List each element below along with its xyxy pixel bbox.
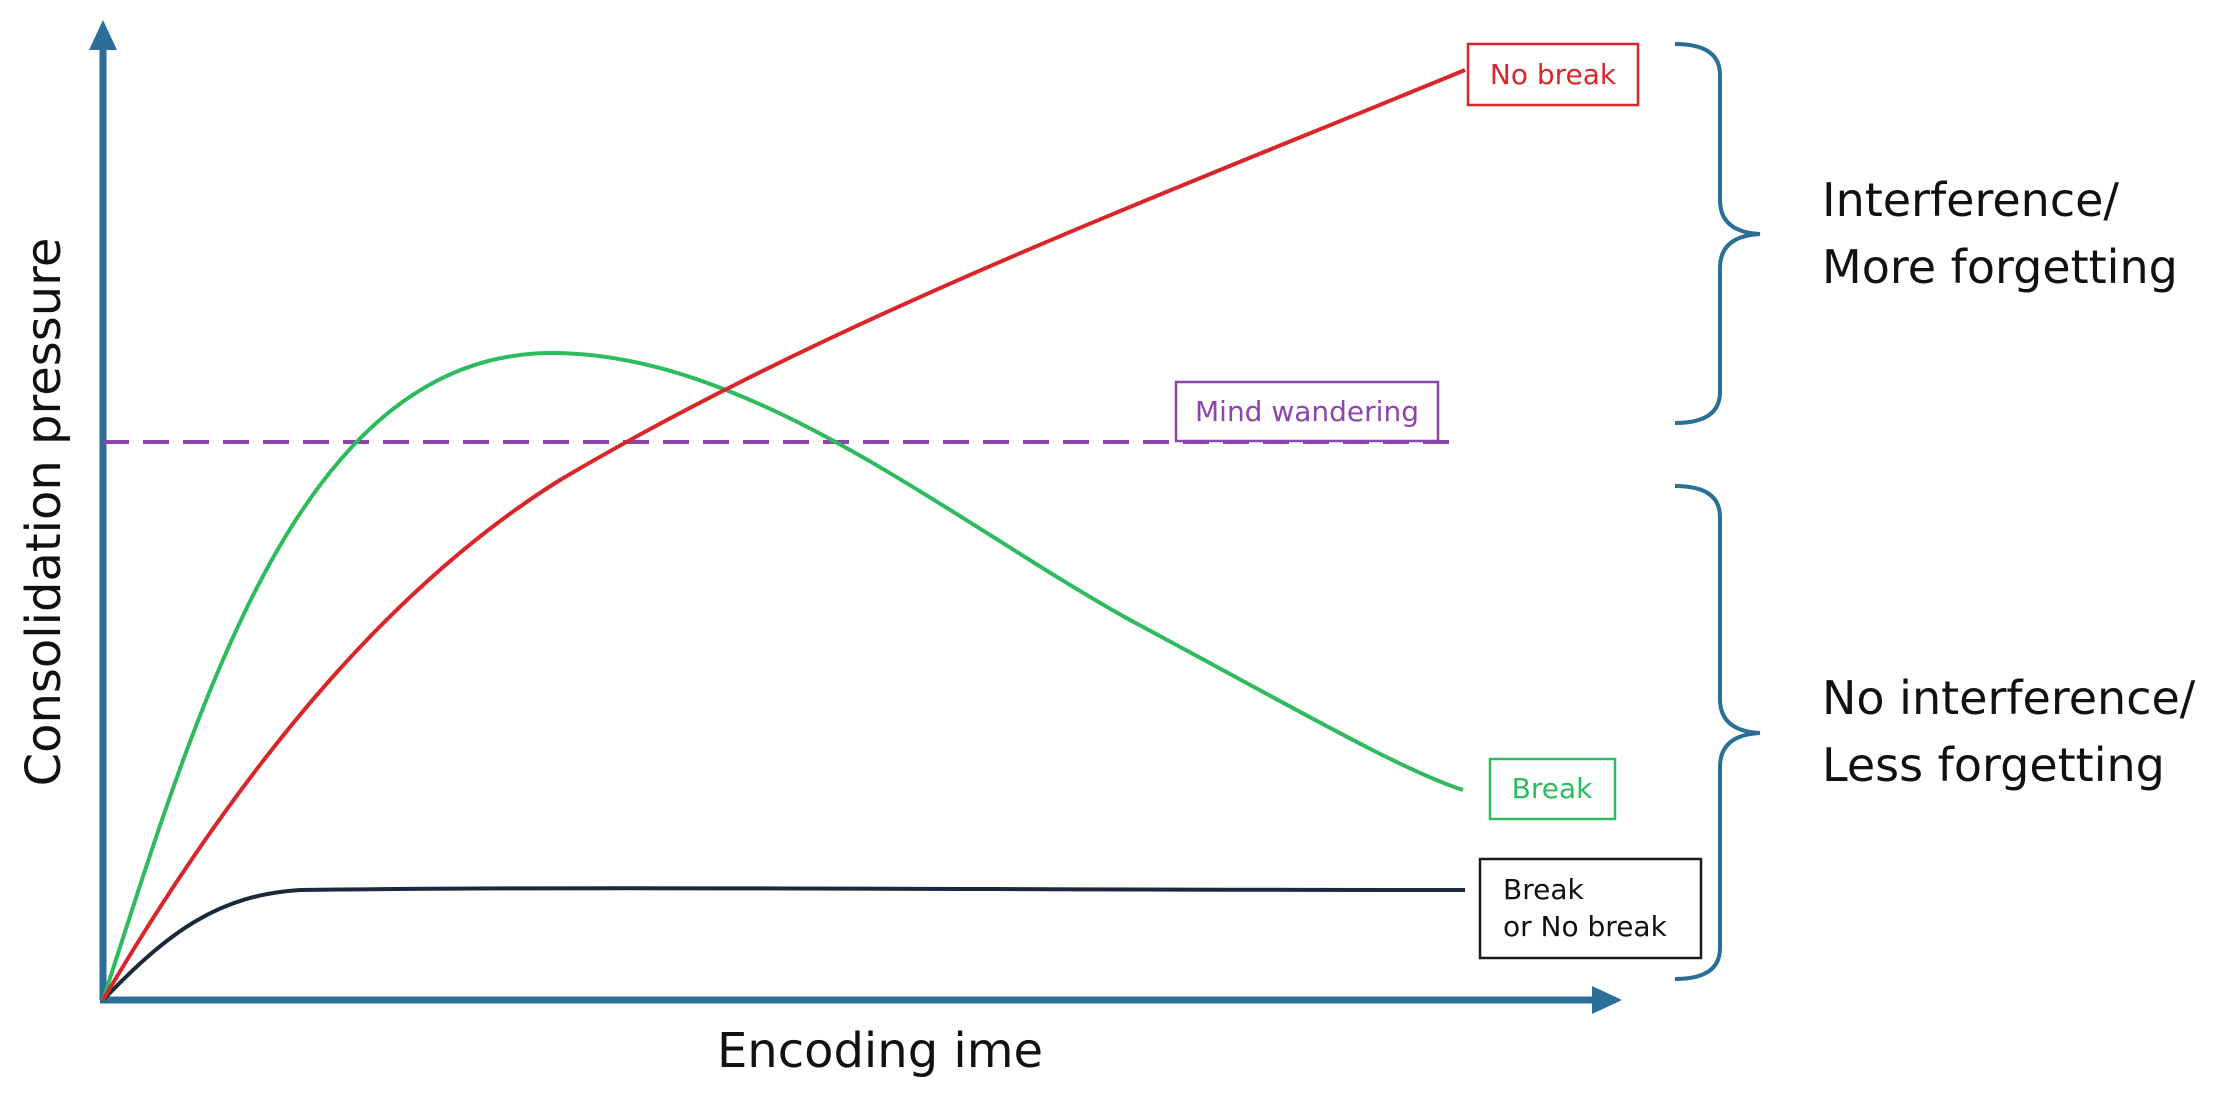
break-or-no-break-box [1478, 857, 1703, 960]
no-break-curve [101, 68, 1466, 1002]
break-or-no-break-line-2: or No break [1503, 910, 1668, 943]
flat-curve [101, 886, 1466, 1002]
upper-bracket [1674, 42, 1761, 425]
y-axis-arrowhead [89, 20, 117, 50]
break-or-no-break-line-1: Break [1503, 873, 1584, 906]
lower-bracket [1674, 484, 1761, 981]
mind-wandering-label: Mind wandering [1195, 395, 1419, 428]
break-label: Break [1512, 772, 1593, 805]
no-break-box [1466, 42, 1640, 107]
mind-wandering-box [1174, 380, 1440, 443]
x-axis-arrowhead [1592, 986, 1622, 1014]
x-axis-title: Encoding ime [717, 1023, 1043, 1079]
break-box [1488, 757, 1617, 821]
y-axis-title: Consolidation pressure [16, 238, 72, 787]
break-curve [101, 350, 1464, 1001]
no-break-label: No break [1490, 58, 1617, 91]
no-interference-line-1: No interference/ [1822, 671, 2196, 725]
interference-line-1: Interference/ [1822, 173, 2119, 227]
interference-line-2: More forgetting [1822, 240, 2178, 294]
no-interference-line-2: Less forgetting [1822, 738, 2165, 792]
